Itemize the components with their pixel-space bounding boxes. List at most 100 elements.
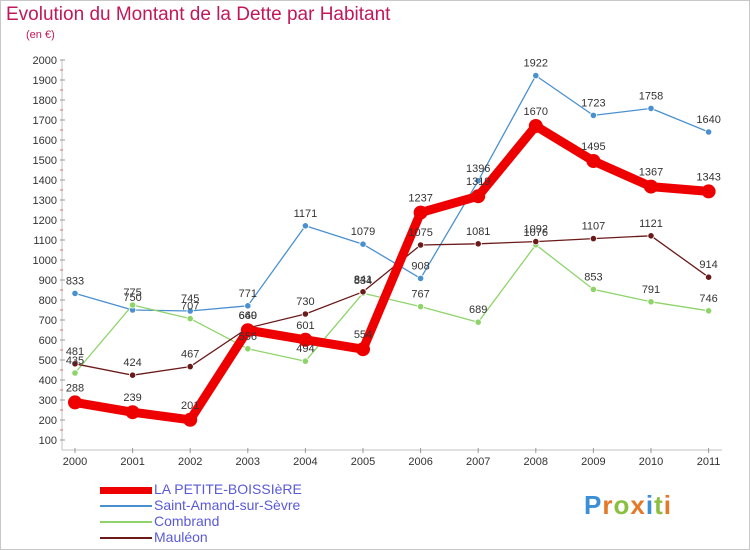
data-label-3-11: 914 [699, 259, 717, 271]
data-point-2-7 [474, 318, 482, 326]
data-label-1-2: 745 [181, 293, 199, 305]
data-label-0-11: 1343 [696, 171, 720, 183]
data-label-0-3: 649 [239, 310, 257, 322]
data-point-2-9 [589, 285, 598, 293]
data-point-3-6 [416, 241, 425, 249]
data-label-1-8: 1922 [524, 58, 548, 70]
data-point-3-5 [359, 288, 367, 296]
data-label-1-6: 908 [411, 260, 429, 272]
data-label-2-4: 494 [296, 343, 314, 355]
data-label-2-6: 767 [411, 289, 429, 301]
data-point-0-9 [586, 154, 601, 168]
axes: 100 200 300 400 500 600 700 800 900 1000 1100 1200 1… [33, 55, 722, 468]
data-point-2-4 [301, 357, 309, 365]
data-point-3-10 [647, 232, 655, 240]
data-label-0-10: 1367 [639, 167, 663, 179]
data-label-3-3: 660 [239, 310, 257, 322]
series-line-1 [74, 74, 710, 312]
series-line-0 [70, 121, 714, 425]
data-point-1-3 [244, 302, 252, 310]
series-lines [70, 74, 714, 425]
y-tick-label: 900 [39, 275, 57, 287]
x-tick-label: 2010 [639, 456, 663, 468]
x-tick-label: 2004 [293, 456, 317, 468]
data-point-3-2 [186, 362, 194, 371]
y-tick-label: 1000 [33, 255, 57, 267]
data-label-3-4: 730 [296, 296, 314, 308]
data-point-0-4 [298, 332, 313, 347]
data-label-1-10: 1758 [639, 90, 663, 102]
data-point-3-11 [704, 273, 713, 281]
y-tick-label: 1700 [33, 115, 57, 127]
data-point-3-1 [129, 371, 137, 379]
data-label-0-0: 288 [66, 382, 84, 394]
data-label-0-4: 601 [296, 320, 314, 332]
data-point-0-0 [68, 395, 82, 410]
data-label-0-9: 1495 [581, 141, 605, 153]
legend-label-mauleon: Mauléon [154, 529, 208, 545]
x-tick-label: 2002 [178, 456, 202, 468]
data-point-0-5 [356, 342, 370, 357]
series-line-3 [74, 235, 710, 376]
series-line-2 [74, 244, 710, 374]
data-label-3-10: 1121 [639, 218, 663, 230]
data-point-0-6 [413, 205, 428, 220]
logo-letter: r [602, 490, 614, 520]
x-tick-label: 2001 [120, 456, 144, 468]
data-label-0-7: 1319 [466, 176, 490, 188]
logo-letter: o [613, 490, 631, 520]
data-label-2-3: 556 [239, 331, 257, 343]
data-label-0-5: 554 [354, 329, 372, 341]
data-label-1-5: 1079 [351, 226, 375, 238]
data-point-0-2 [183, 412, 198, 427]
data-point-1-5 [359, 240, 367, 248]
data-point-2-10 [647, 298, 655, 306]
data-label-1-9: 1723 [581, 97, 605, 109]
proxiti-logo: Proxiti [584, 490, 672, 521]
data-point-1-0 [71, 289, 79, 297]
y-tick-label: 1100 [33, 235, 57, 247]
legend-swatch-combrand [100, 521, 152, 523]
data-point-2-11 [704, 307, 713, 315]
data-point-0-8 [528, 119, 543, 133]
data-point-3-0 [71, 360, 79, 368]
data-label-2-5: 834 [354, 275, 372, 287]
logo-letter: i [645, 490, 655, 520]
y-tick-label: 300 [39, 395, 57, 407]
data-label-3-6: 1075 [408, 227, 432, 239]
legend-swatch-la-petite-boissiere [100, 487, 152, 494]
data-label-2-8: 1076 [524, 227, 548, 239]
data-label-1-3: 771 [239, 288, 257, 300]
data-point-3-9 [589, 235, 598, 243]
line-chart: 100 200 300 400 500 600 700 800 900 1000 1100 1200 1… [33, 55, 722, 468]
data-label-0-2: 201 [181, 400, 199, 412]
data-labels: 288 239 201 649 601 554 1237 1319 1670 1495 1367 13… [66, 58, 721, 412]
x-tick-label: 2003 [236, 456, 260, 468]
x-tick-label: 2007 [466, 456, 490, 468]
data-point-0-1 [125, 405, 140, 420]
data-label-2-9: 853 [584, 271, 602, 283]
logo-letter: i [663, 490, 672, 520]
data-point-3-7 [474, 240, 482, 248]
data-label-1-7: 1396 [466, 163, 490, 175]
data-point-1-2 [186, 307, 194, 315]
data-label-3-9: 1107 [582, 221, 606, 233]
legend-label-la-petite-boissiere: LA PETITE-BOISSIèRE [154, 481, 302, 497]
y-tick-label: 1300 [33, 195, 57, 207]
data-label-3-0: 481 [66, 346, 84, 358]
y-tick-label: 800 [39, 295, 57, 307]
data-point-1-8 [532, 72, 540, 80]
chart-title: Evolution du Montant de la Dette par Hab… [6, 4, 391, 25]
y-tick-label: 400 [39, 375, 57, 387]
data-label-3-5: 841 [354, 274, 372, 286]
logo-letter: t [654, 490, 664, 520]
y-tick-label: 1600 [33, 135, 57, 147]
y-tick-label: 1900 [33, 75, 57, 87]
x-tick-label: 2011 [697, 456, 721, 468]
y-tick-label: 100 [39, 435, 57, 447]
y-tick-label: 2000 [33, 55, 57, 67]
data-point-1-10 [647, 104, 655, 113]
data-point-1-9 [589, 111, 598, 120]
data-point-0-11 [701, 184, 716, 199]
